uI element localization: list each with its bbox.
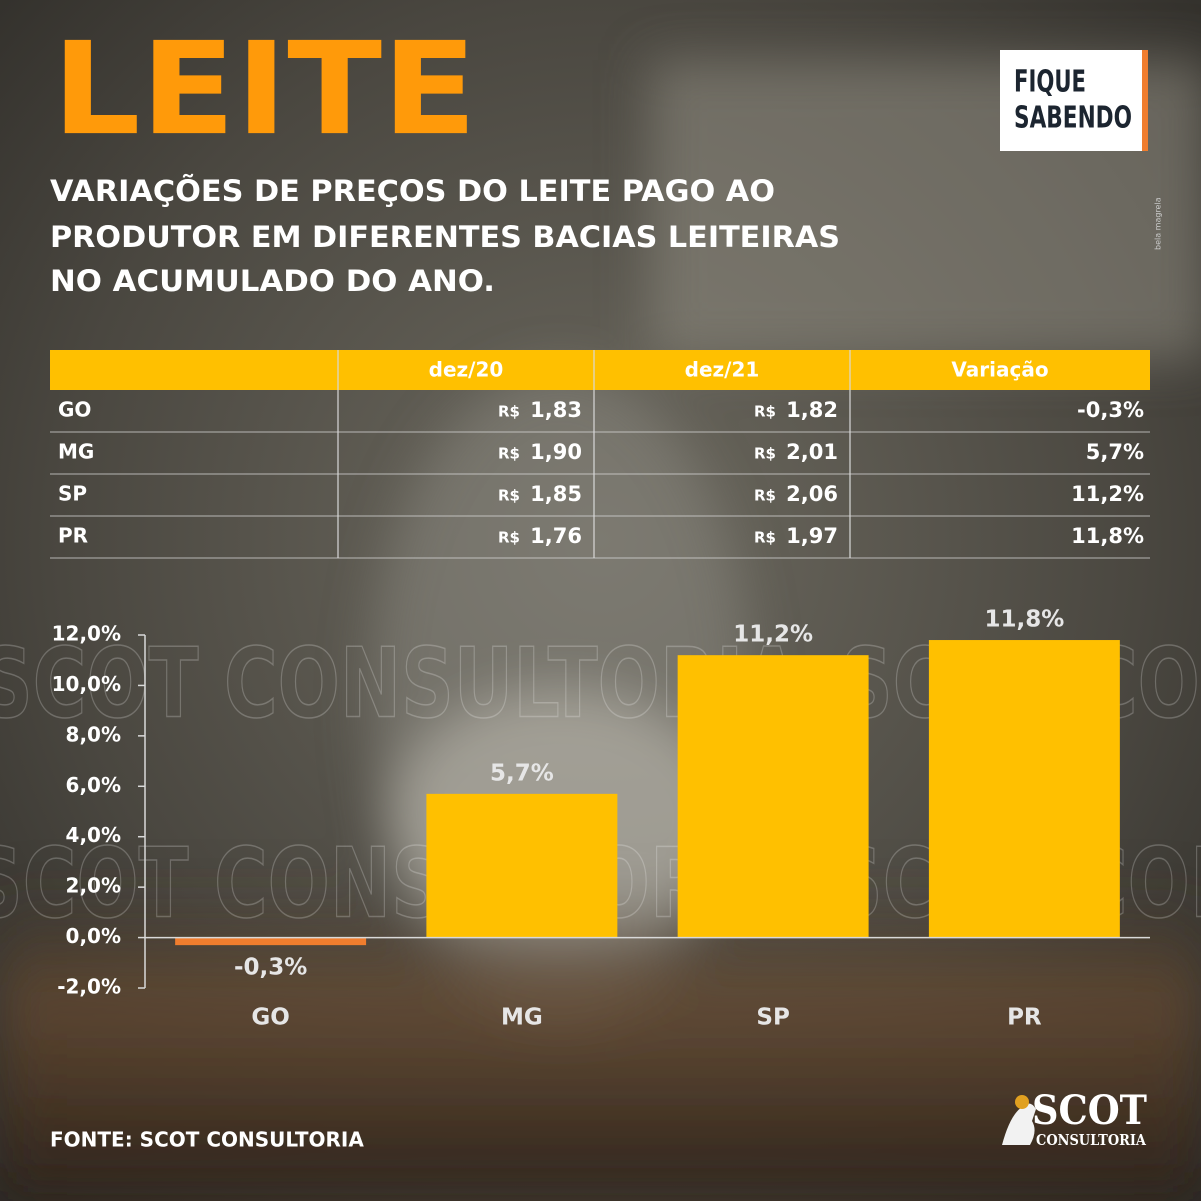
bar: [928, 640, 1120, 938]
bar: [426, 793, 618, 938]
photo-credit: bela magrela: [1154, 197, 1163, 250]
y-tick-label: 2,0%: [66, 874, 121, 898]
row-label: MG: [58, 440, 94, 464]
badge-text: SABENDO: [1014, 101, 1132, 136]
logo: SCOT CONSULTORIA: [1002, 1087, 1147, 1149]
value-label: -0,3%: [234, 955, 307, 981]
y-tick-label: 6,0%: [66, 773, 121, 797]
currency: R$: [754, 403, 776, 421]
price: 1,85: [530, 482, 582, 506]
x-tick-label: SP: [756, 1005, 789, 1031]
column-header: Variação: [951, 358, 1048, 382]
price: 1,83: [530, 398, 582, 422]
price: 1,82: [786, 398, 838, 422]
price: 2,01: [786, 440, 838, 464]
subtitle: NO ACUMULADO DO ANO.: [50, 264, 495, 298]
source: FONTE: SCOT CONSULTORIA: [50, 1128, 364, 1152]
value-label: 11,2%: [733, 622, 813, 648]
currency: R$: [754, 487, 776, 505]
variation: -0,3%: [1077, 398, 1144, 422]
logo-icon: [1015, 1095, 1029, 1109]
watermark: SCOT CONSULTORIA: [0, 827, 790, 939]
table-header: [50, 350, 1150, 390]
price: 1,97: [786, 524, 838, 548]
column-header: dez/20: [429, 358, 504, 382]
currency: R$: [754, 529, 776, 547]
currency: R$: [754, 445, 776, 463]
logo-subtext: CONSULTORIA: [1036, 1131, 1146, 1149]
badge: [1000, 50, 1148, 151]
currency: R$: [498, 487, 520, 505]
badge-accent: [1142, 50, 1148, 151]
variation: 5,7%: [1086, 440, 1144, 464]
price-table: dez/20 dez/21 Variação GO R$ 1,83 R$ 1,82 -0,3% M…: [50, 350, 1150, 559]
subtitle: VARIAÇÕES DE PREÇOS DO LEITE PAGO AO: [50, 174, 775, 208]
bar-chart: -2,0% 0,0% 2,0% 4,0% 6,0% 8,0% 10,0% 12,0% GO -0,…: [52, 607, 1150, 1031]
variation: 11,2%: [1071, 482, 1144, 506]
watermark: SCOT CONSULTORIA: [0, 627, 800, 739]
x-tick-label: GO: [251, 1005, 289, 1031]
price: 1,76: [530, 524, 582, 548]
bar: [175, 937, 367, 946]
value-label: 11,8%: [984, 607, 1064, 633]
price: 2,06: [786, 482, 838, 506]
subtitle: PRODUTOR EM DIFERENTES BACIAS LEITEIRAS: [50, 220, 840, 254]
bar: [677, 655, 869, 938]
y-tick-label: 12,0%: [52, 622, 121, 646]
currency: R$: [498, 403, 520, 421]
value-label: 5,7%: [490, 760, 554, 786]
price: 1,90: [530, 440, 582, 464]
y-tick-label: 10,0%: [52, 672, 121, 696]
column-header: dez/21: [685, 358, 760, 382]
currency: R$: [498, 445, 520, 463]
title: LEITE: [52, 15, 477, 164]
row-label: PR: [58, 524, 88, 548]
currency: R$: [498, 529, 520, 547]
y-tick-label: 8,0%: [66, 722, 121, 746]
logo-text: SCOT: [1032, 1087, 1147, 1134]
row-label: SP: [58, 482, 87, 506]
logo-icon: [1002, 1103, 1036, 1145]
x-tick-label: MG: [501, 1005, 543, 1031]
x-tick-label: PR: [1007, 1005, 1042, 1031]
y-tick-label: 4,0%: [66, 823, 121, 847]
row-label: GO: [58, 398, 91, 422]
badge-text: FIQUE: [1014, 65, 1086, 100]
variation: 11,8%: [1071, 524, 1144, 548]
y-tick-label: 0,0%: [66, 924, 121, 948]
y-tick-label: -2,0%: [57, 975, 121, 999]
